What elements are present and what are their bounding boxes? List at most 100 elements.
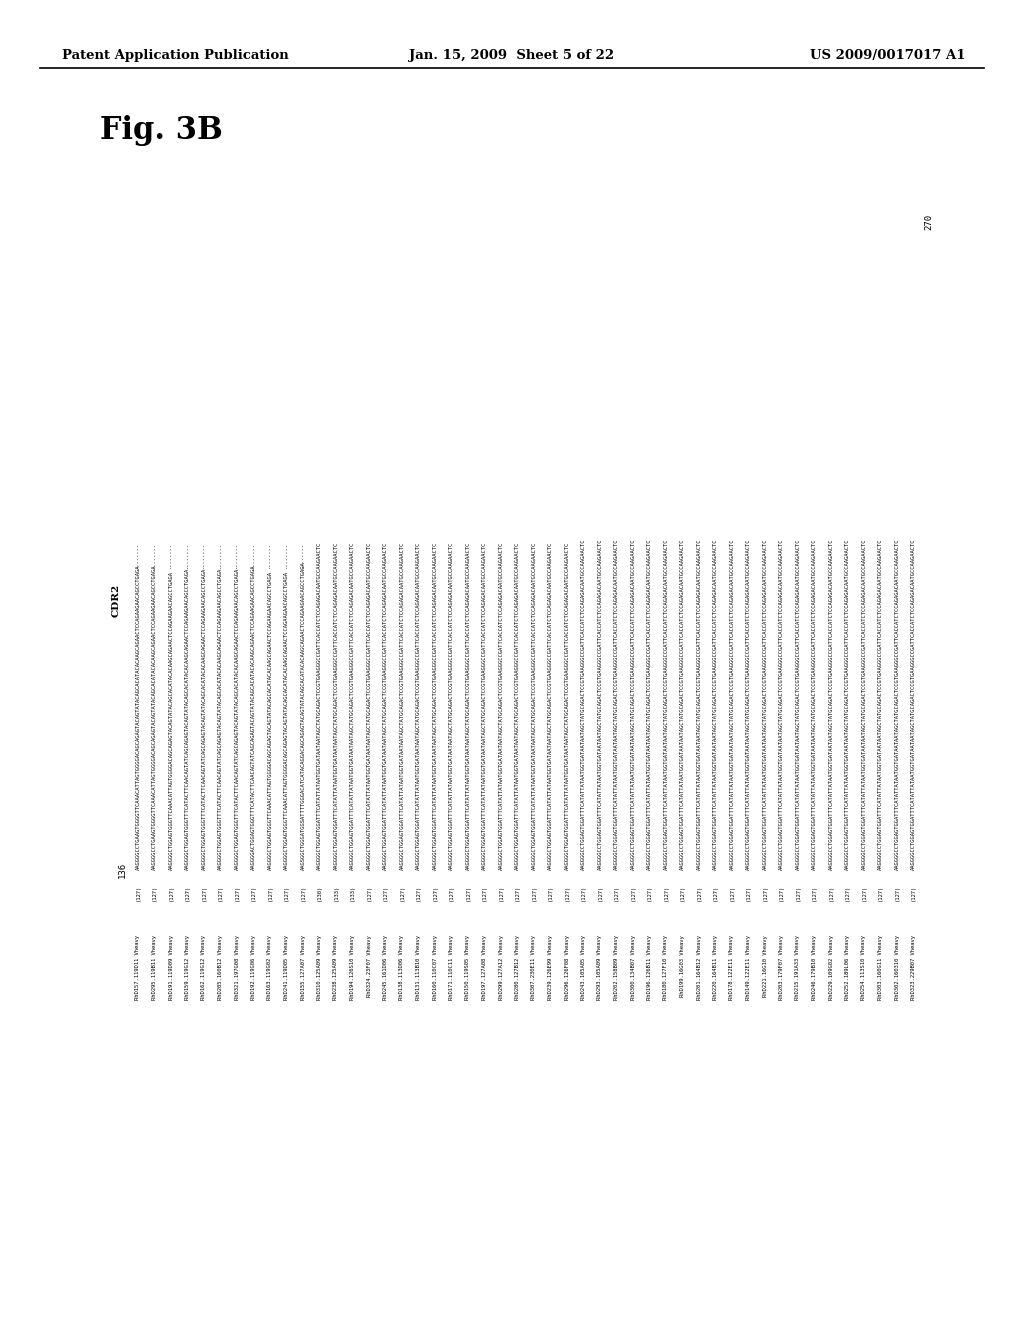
Text: RhD296.126F08 Vheavy: RhD296.126F08 Vheavy [564,935,569,1001]
Text: AAGGGGCTGGAGTGGATTTCATATTATAATGGTGATAATAATAGCTATGCAGACTCCGTGAAGGGCCGATTCACCATCTC: AAGGGGCTGGAGTGGATTTCATATTATAATGGTGATAATA… [449,541,454,870]
Text: --------: -------- [152,543,157,569]
Text: AAGGGGCTGGAGTGGATTTCATATTATAATGGTGATAATAATAGCTATGCAGACTCCGTGAAGGGCCGATTCACCATCTC: AAGGGGCTGGAGTGGATTTCATATTATAATGGTGATAATA… [564,541,569,870]
Text: --------: -------- [267,543,272,569]
Text: (127): (127) [763,884,768,902]
Text: 136: 136 [118,862,127,878]
Text: RhD191.119D09 Vheavy: RhD191.119D09 Vheavy [169,935,173,1001]
Text: (127): (127) [845,884,850,902]
Text: RhD159.119G12 Vheavy: RhD159.119G12 Vheavy [185,935,190,1001]
Text: RhD203.179F07 Vheavy: RhD203.179F07 Vheavy [779,935,784,1001]
Text: AAGGGGCTGGAGTGGGTTTCATACTTCAACAGTATCAGCAGAGTACAGTATACAGCACATACACAAGCAGAACTCCAGAA: AAGGGGCTGGAGTGGGTTTCATACTTCAACAGTATCAGCA… [202,568,207,870]
Text: Jan. 15, 2009  Sheet 5 of 22: Jan. 15, 2009 Sheet 5 of 22 [410,49,614,62]
Text: (127): (127) [202,884,207,902]
Text: RhD150.119S05 Vheavy: RhD150.119S05 Vheavy [466,935,470,1001]
Text: AAGGGGCTGGAGTGGGTTTCATACTTCAACAGTATCAGCAGAGTACAGTATACAGCACATACACAAGCAGAACTCCAGAA: AAGGGGCTGGAGTGGGTTTCATACTTCAACAGTATCAGCA… [218,568,223,870]
Text: AAGGGGCCTGGAGTGGATTTCATATTATAATGGTGATAATAATAGCTATGCAGACTCCGTGAAGGGCCGATTCACCATCT: AAGGGGCCTGGAGTGGATTTCATATTATAATGGTGATAAT… [878,539,883,870]
Text: AAGGGGCCTGGAGTGGATTTCATATTATAATGGTGATAATAATAGCTATGCAGACTCCGTGAAGGGCCGATTCACCATCT: AAGGGGCCTGGAGTGGATTTCATATTATAATGGTGATAAT… [779,539,784,870]
Text: RhD221.16G10 Vheavy: RhD221.16G10 Vheavy [763,935,768,997]
Text: (127): (127) [399,884,404,902]
Text: RhD238.125A09 Vheavy: RhD238.125A09 Vheavy [334,935,339,1001]
Text: US 2009/0017017 A1: US 2009/0017017 A1 [810,49,965,62]
Text: RhD280.127B12 Vheavy: RhD280.127B12 Vheavy [515,935,520,1001]
Text: AAGGGGCCTGGAGTGGATTTCATATTATAATGGTGATAATAATAGCTATGCAGACTCCGTGAAGGGCCGATTCACCATCT: AAGGGGCCTGGAGTGGATTTCATATTATAATGGTGATAAT… [763,539,768,870]
Text: (127): (127) [564,884,569,902]
Text: (127): (127) [185,884,190,902]
Text: (127): (127) [713,884,718,902]
Text: (130): (130) [317,884,322,902]
Text: RhD295.119B11 Vheavy: RhD295.119B11 Vheavy [152,935,157,1001]
Text: RhD171.110C11 Vheavy: RhD171.110C11 Vheavy [449,935,454,1001]
Text: (127): (127) [218,884,223,902]
Text: AAGGGGCCTGGAGTGGATTTCATATTATAATGGTGATAATAATAGCTATGCAGACTCCGTGAAGGGCCGATTCACCATCT: AAGGGGCCTGGAGTGGATTTCATATTATAATGGTGATAAT… [680,539,685,870]
Text: AAGGGGCCTGGAGTGGATTTCATATTATAATGGTGATAATAATAGCTATGCAGACTCCGTGAAGGGCCGATTCACCATCT: AAGGGGCCTGGAGTGGATTTCATATTATAATGGTGATAAT… [647,539,652,870]
Text: AAGGGGCTGGAGTGGGTTCAAACATTAGTGGGGACAGCAGAGTACAGTATACAGCACATACACAAGCAGAACTCCAGAAG: AAGGGGCTGGAGTGGGTTCAAACATTAGTGGGGACAGCAG… [169,572,173,870]
Text: AAGGGGCCTGGAGTGGATTTCATATTATAATGGTGATAATAATAGCTATGCAGACTCCGTGAAGGGCCGATTCACCATCT: AAGGGGCCTGGAGTGGATTTCATATTATAATGGTGATAAT… [696,539,701,870]
Text: (127): (127) [746,884,751,902]
Text: RhD201.164B12 Vheavy: RhD201.164B12 Vheavy [696,935,701,1001]
Text: AAGGGGCCTGGAGTGGATTTCATATTATAATGGTGATAATAATAGCTATGCAGACTCCGTGAAGGGCCGATTCACCATCT: AAGGGGCCTGGAGTGGATTTCATATTATAATGGTGATAAT… [812,539,817,870]
Text: AAGGGGCCTGAAGTGGGGTTCAAACATTAGTGGGGACAGCAGAGTACAGTATACAGCACATACACAAGCAGAACTCCAGA: AAGGGGCCTGAAGTGGGGTTCAAACATTAGTGGGGACAGC… [135,565,140,870]
Text: (127): (127) [300,884,305,902]
Text: RhD202.158B09 Vheavy: RhD202.158B09 Vheavy [614,935,618,1001]
Text: AAGGGGCTGGAGTGGATTTCATATTATAATGGTGATAATAATAGCTATGCAGACTCCGTGAAGGGCCGATTCACCATCTC: AAGGGGCTGGAGTGGATTTCATATTATAATGGTGATAATA… [499,541,504,870]
Text: RhD149.122E11 Vheavy: RhD149.122E11 Vheavy [746,935,751,1001]
Text: (127): (127) [531,884,537,902]
Text: (127): (127) [482,884,487,902]
Text: AAGGGGCTGGAGTGGATTTCATATTATAATGGTGATAATAATAGCTATGCAGACTCCGTGAAGGGCCGATTCACCATCTC: AAGGGGCTGGAGTGGATTTCATATTATAATGGTGATAATA… [383,541,388,870]
Text: RhD245.161D06 Vheavy: RhD245.161D06 Vheavy [383,935,388,1001]
Text: --------: -------- [135,543,140,569]
Text: Patent Application Publication: Patent Application Publication [62,49,289,62]
Text: CDR2: CDR2 [112,583,121,616]
Text: --------: -------- [251,543,256,569]
Text: (127): (127) [383,884,388,902]
Text: RhD155.127A07 Vheavy: RhD155.127A07 Vheavy [300,935,305,1001]
Text: (127): (127) [631,884,636,902]
Text: 270: 270 [924,214,933,230]
Text: RhD293.105A09 Vheavy: RhD293.105A09 Vheavy [597,935,602,1001]
Text: (127): (127) [911,884,916,902]
Text: AAGGGGCCTGGAGTGGATTTCATATTATAATGGTGATAATAATAGCTATGCAGACTCCGTGAAGGGCCGATTCACCATCT: AAGGGGCCTGGAGTGGATTTCATATTATAATGGTGATAAT… [597,539,602,870]
Text: --------: -------- [300,543,305,569]
Text: RhD180.127F10 Vheavy: RhD180.127F10 Vheavy [664,935,669,1001]
Text: (133): (133) [334,884,339,902]
Text: AAGGGGCTGGAGTGGATTTCATATTATAATGGTGATAATAATAGCTATGCAGACTCCGTGAAGGGCCGATTCACCATCTC: AAGGGGCTGGAGTGGATTTCATATTATAATGGTGATAATA… [334,541,339,870]
Text: AAGGGGCTGGAGTGGATTTCATATTATAATGGTGATAATAATAGCTATGCAGACTCCGTGAAGGGCCGATTCACCATCTC: AAGGGGCTGGAGTGGATTTCATATTATAATGGTGATAATA… [350,541,355,870]
Text: (127): (127) [466,884,470,902]
Text: RhD229.109G02 Vheavy: RhD229.109G02 Vheavy [828,935,834,1001]
Text: (127): (127) [878,884,883,902]
Text: (127): (127) [680,884,685,902]
Text: AAGGGGCTGGAGTGGATTTCATATTATAATGGTGATAATAATAGCTATGCAGACTCCGTGAAGGGCCGATTCACCATCTC: AAGGGGCTGGAGTGGATTTCATATTATAATGGTGATAATA… [515,541,520,870]
Text: AAGGGGCCTGGAGTGGATTTCATATTATAATGGTGATAATAATAGCTATGCAGACTCCGTGAAGGGCCGATTCACCATCT: AAGGGGCCTGGAGTGGATTTCATATTATAATGGTGATAAT… [861,539,866,870]
Text: --------: -------- [218,543,223,569]
Text: AAGGGGCCTGGAGTGGATTTCATATTATAATGGTGATAATAATAGCTATGCAGACTCCGTGAAGGGCCGATTCACCATCT: AAGGGGCCTGGAGTGGATTTCATATTATAATGGTGATAAT… [729,539,734,870]
Text: RhD307.230E11 Vheavy: RhD307.230E11 Vheavy [531,935,537,1001]
Text: (127): (127) [152,884,157,902]
Text: AAGGGGCTGGAGTGGATTTCATATTATAATGGTGATAATAATAGCTATGCAGACTCCGTGAAGGGCCGATTCACCATCTC: AAGGGGCTGGAGTGGATTTCATATTATAATGGTGATAATA… [416,541,421,870]
Text: (127): (127) [895,884,899,902]
Text: (127): (127) [812,884,817,902]
Text: RhD157.119D11 Vheavy: RhD157.119D11 Vheavy [135,935,140,1001]
Text: RhD205.160B12 Vheavy: RhD205.160B12 Vheavy [218,935,223,1001]
Text: (127): (127) [251,884,256,902]
Text: AAGGGGCTGGAGTGGATTTCATATTATAATGGTGATAATAATAGCTATGCAGACTCCGTGAAGGGCCGATTCACCATCTC: AAGGGGCTGGAGTGGATTTCATATTATAATGGTGATAATA… [399,541,404,870]
Text: (127): (127) [169,884,173,902]
Text: RhD252.189L06 Vheavy: RhD252.189L06 Vheavy [845,935,850,1001]
Text: RhD246.179B10 Vheavy: RhD246.179B10 Vheavy [812,935,817,1001]
Text: RhD310.125A09 Vheavy: RhD310.125A09 Vheavy [317,935,322,1001]
Text: RhD299.127A12 Vheavy: RhD299.127A12 Vheavy [499,935,504,1001]
Text: --------: -------- [169,543,173,569]
Text: AAGGGGCCTGGAGTGGATTTCATATTATAATGGTGATAATAATAGCTATGCAGACTCCGTGAAGGGCCGATTCACCATCT: AAGGGGCCTGGAGTGGATTTCATATTATAATGGTGATAAT… [614,539,618,870]
Text: AAGGGGACTGGAGTGGGTTTCATACTTCAACAGTATCAGCAGAGTACAGTATACAGCACATACACAAGCAGAACTCCAGA: AAGGGGACTGGAGTGGGTTTCATACTTCAACAGTATCAGC… [251,565,256,870]
Text: (127): (127) [499,884,504,902]
Text: RhD196.126B11 Vheavy: RhD196.126B11 Vheavy [647,935,652,1001]
Text: RhD160.110C07 Vheavy: RhD160.110C07 Vheavy [432,935,437,1001]
Text: AAGGGGCTGGAGTGGATTTCATATTATAATGGTGATAATAATAGCTATGCAGACTCCGTGAAGGGCCGATTCACCATCTC: AAGGGGCTGGAGTGGATTTCATATTATAATGGTGATAATA… [548,541,553,870]
Text: (127): (127) [284,884,289,902]
Text: --------: -------- [202,543,207,569]
Text: RhD239.126E99 Vheavy: RhD239.126E99 Vheavy [548,935,553,1001]
Text: (127): (127) [416,884,421,902]
Text: AAGGGGCTGGAGTGGATTTCATATTATAATGGTGATAATAATAGCTATGCAGACTCCGTGAAGGGCCGATTCACCATCTC: AAGGGGCTGGAGTGGATTTCATATTATAATGGTGATAATA… [317,541,322,870]
Text: AAGGGGCCTGGAGTGGATTTCATATTATAATGGTGATAATAATAGCTATGCAGACTCCGTGAAGGGCCGATTCACCATCT: AAGGGGCCTGGAGTGGATTTCATATTATAATGGTGATAAT… [911,539,916,870]
Text: AAGGGGCCTGGAGTGGATTTCATATTATAATGGTGATAATAATAGCTATGCAGACTCCGTGAAGGGCCGATTCACCATCT: AAGGGGCCTGGAGTGGATTTCATATTATAATGGTGATAAT… [796,539,801,870]
Text: (127): (127) [729,884,734,902]
